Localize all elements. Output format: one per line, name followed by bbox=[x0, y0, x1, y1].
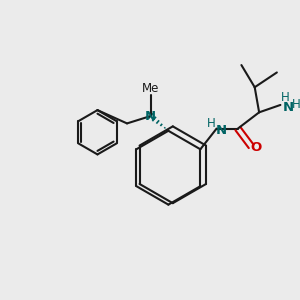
Text: H: H bbox=[292, 98, 300, 111]
Text: H: H bbox=[281, 91, 290, 104]
Text: O: O bbox=[250, 141, 261, 154]
Text: N: N bbox=[283, 101, 294, 114]
Text: N: N bbox=[145, 110, 156, 123]
Text: N: N bbox=[215, 124, 226, 136]
Text: H: H bbox=[207, 117, 216, 130]
Text: Me: Me bbox=[142, 82, 159, 95]
